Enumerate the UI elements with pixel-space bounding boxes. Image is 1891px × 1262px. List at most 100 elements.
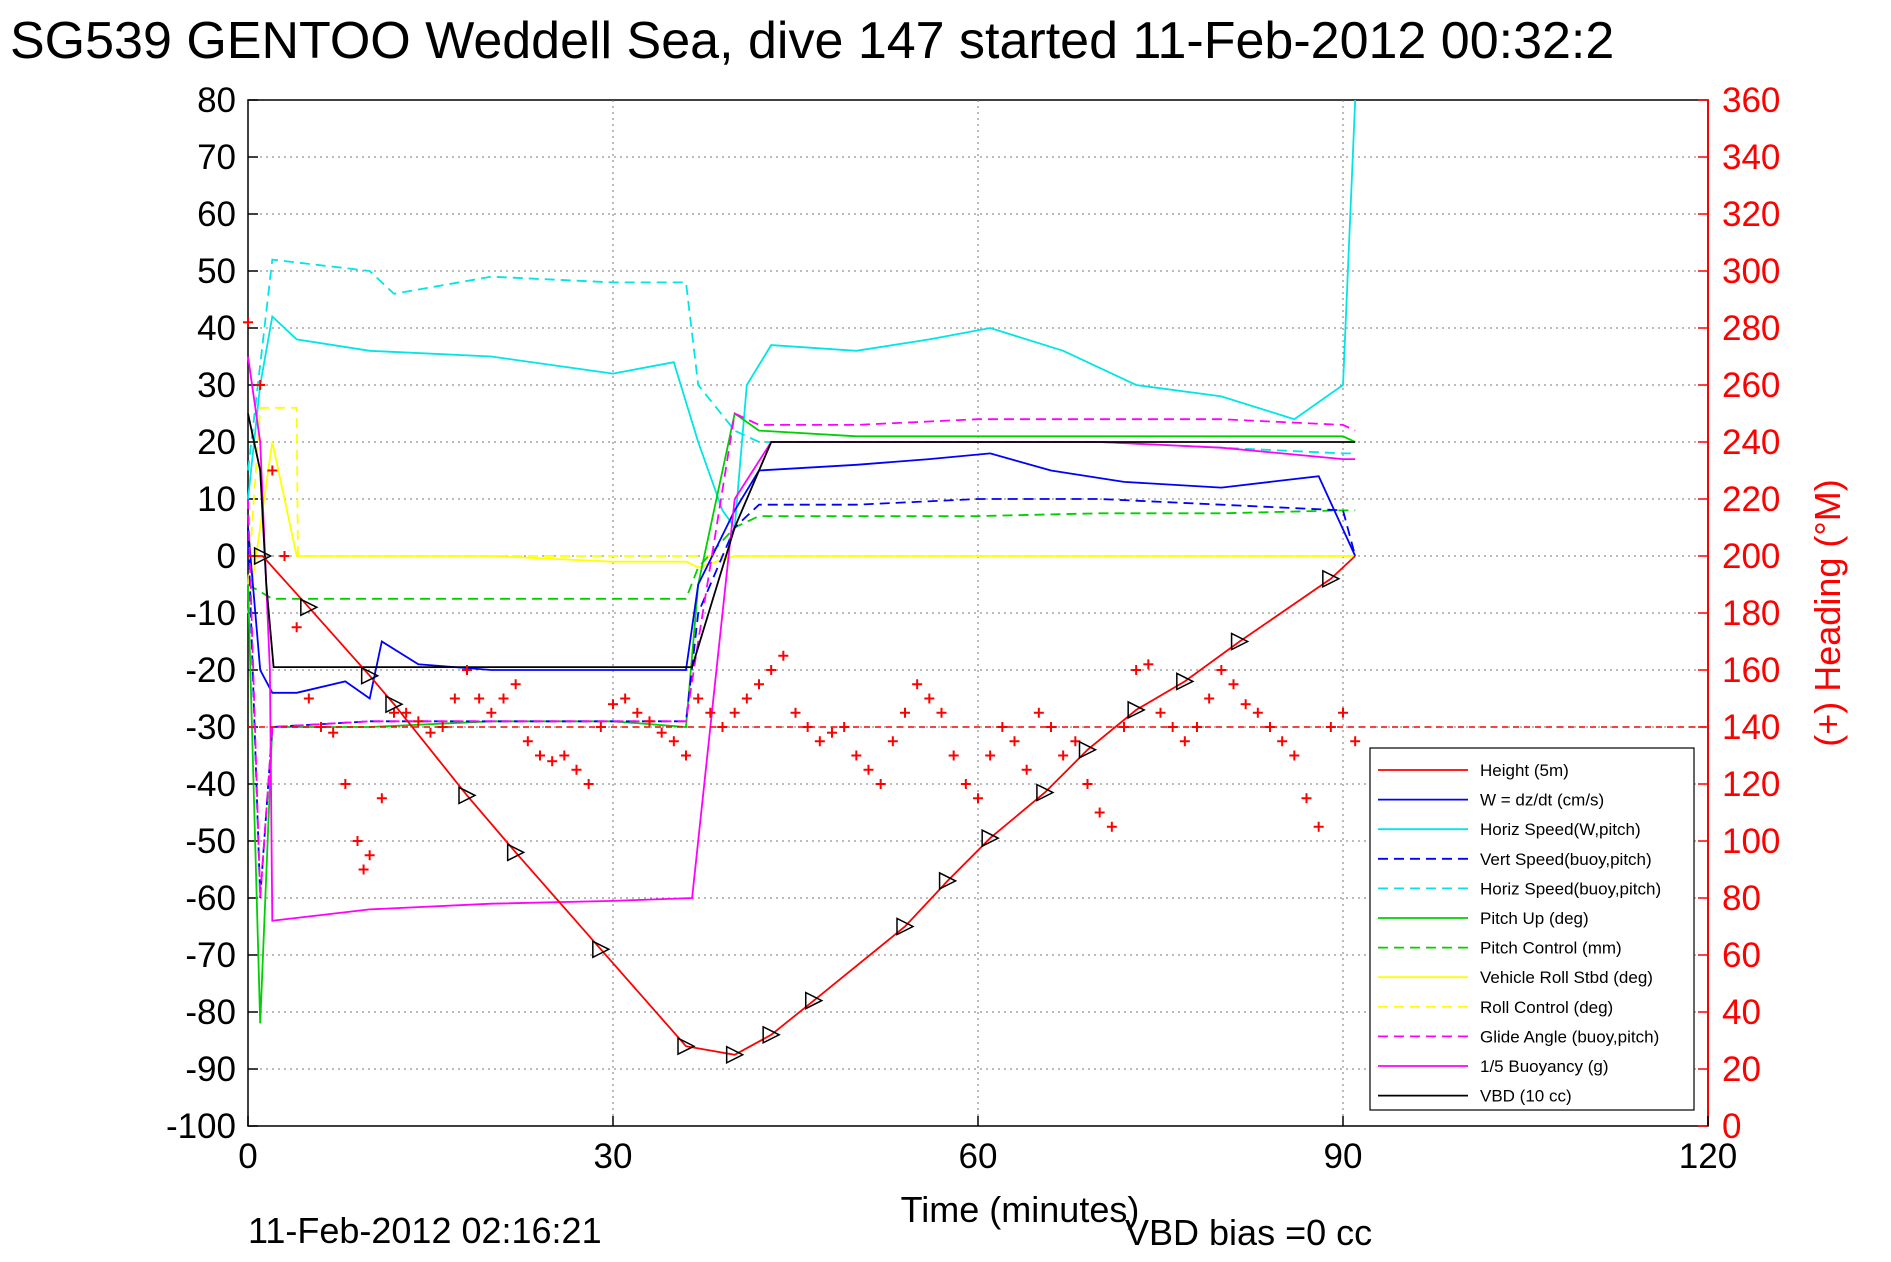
heading-marker <box>1204 693 1215 704</box>
right-tick-label: 160 <box>1722 651 1780 690</box>
height-triangle-marker <box>506 843 526 862</box>
left-tick-label: -70 <box>185 936 236 975</box>
height-triangle-marker <box>1036 783 1055 802</box>
height-triangle-marker <box>762 1025 781 1045</box>
heading-marker <box>1106 821 1117 832</box>
heading-marker <box>827 727 837 738</box>
right-tick-label: 0 <box>1722 1107 1741 1146</box>
left-tick-label: 50 <box>197 252 236 291</box>
heading-marker <box>754 679 764 690</box>
heading-marker <box>1313 821 1324 832</box>
heading-marker <box>1252 707 1263 718</box>
right-tick-label: 100 <box>1722 822 1780 861</box>
right-tick-label: 320 <box>1722 195 1780 234</box>
heading-marker <box>559 750 570 761</box>
x-axis-label: Time (minutes) <box>901 1189 1140 1230</box>
heading-marker <box>486 707 497 718</box>
heading-marker <box>1265 722 1275 732</box>
right-tick-label: 120 <box>1722 765 1780 804</box>
right-tick-label: 60 <box>1722 936 1761 975</box>
x-tick-label: 60 <box>959 1137 998 1176</box>
heading-marker <box>401 707 412 718</box>
heading-marker <box>1338 707 1348 718</box>
heading-marker <box>1082 779 1093 789</box>
right-tick-label: 300 <box>1722 252 1780 291</box>
heading-marker <box>1179 736 1190 747</box>
heading-marker <box>608 699 618 710</box>
left-tick-label: 80 <box>197 81 236 120</box>
height-triangle-marker <box>300 598 319 617</box>
left-tick-label: 40 <box>197 309 236 348</box>
left-tick-label: 20 <box>197 423 236 462</box>
heading-marker <box>1033 707 1044 718</box>
heading-marker <box>462 665 472 675</box>
heading-marker <box>875 779 886 789</box>
heading-marker <box>583 779 594 789</box>
chart-title: SG539 GENTOO Weddell Sea, dive 147 start… <box>10 12 1614 70</box>
heading-marker <box>705 707 716 718</box>
heading-marker <box>802 722 813 732</box>
height-triangle-marker <box>677 1036 696 1056</box>
left-tick-label: -10 <box>185 594 236 633</box>
heading-marker <box>1131 665 1142 675</box>
heading-marker <box>364 850 375 861</box>
legend-label: Roll Control (deg) <box>1480 998 1613 1017</box>
heading-marker <box>571 764 582 775</box>
heading-marker <box>1167 722 1178 732</box>
heading-marker <box>389 707 399 718</box>
heading-marker <box>668 736 679 747</box>
heading-marker <box>1289 750 1300 761</box>
right-tick-label: 260 <box>1722 366 1780 405</box>
right-tick-label: 80 <box>1722 879 1761 918</box>
left-tick-label: -100 <box>166 1107 236 1146</box>
heading-marker <box>851 750 862 761</box>
heading-marker <box>693 693 704 704</box>
heading-marker <box>1021 764 1032 775</box>
left-tick-label: 0 <box>217 537 236 576</box>
height-triangle-marker <box>385 694 404 714</box>
height-triangle-marker <box>1127 700 1146 720</box>
heading-marker <box>340 779 351 789</box>
heading-marker <box>632 707 643 718</box>
heading-marker <box>535 750 545 761</box>
heading-marker <box>1216 665 1227 675</box>
heading-marker <box>741 693 752 704</box>
heading-marker <box>863 764 874 775</box>
heading-marker <box>1192 722 1202 732</box>
heading-marker <box>498 693 509 704</box>
heading-marker <box>778 650 789 661</box>
heading-marker <box>1070 736 1081 747</box>
heading-marker <box>243 317 253 328</box>
right-tick-label: 140 <box>1722 708 1780 747</box>
series-line-1 <box>247 452 1357 701</box>
legend-label: Pitch Control (mm) <box>1480 939 1622 958</box>
left-tick-label: -80 <box>185 993 236 1032</box>
left-tick-label: 30 <box>197 366 236 405</box>
left-tick-label: -40 <box>185 765 236 804</box>
heading-marker <box>510 679 521 690</box>
height-triangle-marker <box>592 940 611 959</box>
left-tick-label: 70 <box>197 138 236 177</box>
heading-marker <box>425 727 436 738</box>
heading-marker <box>887 736 898 747</box>
left-tick-label: -90 <box>185 1050 236 1089</box>
heading-marker <box>681 750 691 761</box>
legend-label: Horiz Speed(buoy,pitch) <box>1480 879 1661 898</box>
heading-marker <box>437 722 448 732</box>
heading-marker <box>973 793 983 804</box>
series-line-11 <box>247 413 1356 668</box>
heading-marker <box>595 722 606 732</box>
heading-marker <box>316 722 326 732</box>
heading-marker <box>1094 807 1105 818</box>
right-tick-label: 360 <box>1722 81 1780 120</box>
heading-marker <box>449 693 460 704</box>
series-line-3 <box>247 498 1357 899</box>
height-triangle-marker <box>1176 672 1195 691</box>
heading-marker <box>413 716 424 727</box>
heading-marker <box>620 693 631 704</box>
heading-marker <box>358 864 369 875</box>
heading-marker <box>790 707 801 718</box>
right-tick-label: 20 <box>1722 1050 1761 1089</box>
heading-marker <box>1143 659 1154 670</box>
